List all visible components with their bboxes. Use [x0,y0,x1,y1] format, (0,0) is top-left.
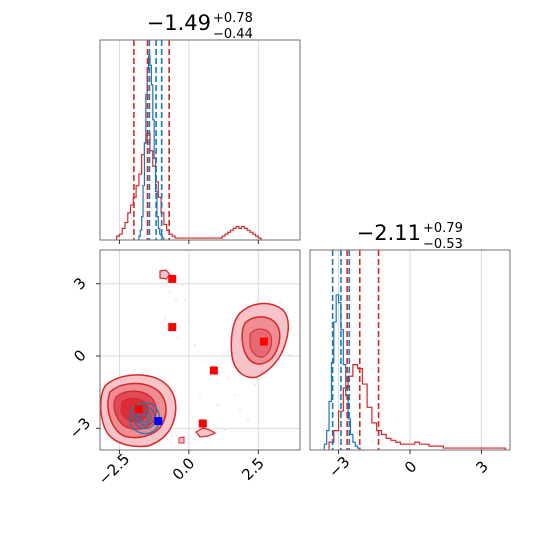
x-tick-label: 0 [401,457,420,476]
tick-marks: −2.5 0.0 2.5 3 0 −3 [66,274,268,488]
truth-marker [259,337,268,346]
y-tick-label: 3 [70,274,89,293]
title-plus: +0.78 [213,11,253,26]
quantile-lines [331,250,380,450]
grid [118,40,259,240]
density-contours [100,269,291,448]
quantile-lines [133,40,170,240]
panel-top-left-histogram: −1.49 +0.78 −0.44 [99,11,301,244]
truth-marker [134,405,143,414]
histogram-series [116,55,262,240]
x-tick-label: 2.5 [238,454,268,484]
truth-marker [209,366,218,375]
histogram-series [323,294,506,450]
truth-marker [154,417,163,426]
truth-marker [168,274,177,283]
x-tick-label: −3 [325,453,353,481]
histogram-step [323,294,361,450]
title-plus: +0.79 [423,221,463,236]
histogram-step [328,364,506,450]
x-tick-label: 0.0 [169,454,199,484]
truth-marker [168,323,177,332]
y-tick-label: −3 [66,414,94,442]
title-value: −1.49 [147,11,211,35]
histogram-step [116,132,262,240]
truth-markers [134,274,268,428]
tick-marks [118,240,259,244]
panel-title: −2.11 [357,221,421,245]
title-minus: −0.44 [213,27,253,42]
axes-frame [99,39,301,241]
panel-bottom-right-histogram: −3 0 3 −2.11 +0.79 −0.53 [309,221,511,481]
y-tick-label: 0 [70,346,89,365]
x-tick-label: −2.5 [95,450,133,488]
title-value: −2.11 [357,221,421,245]
panel-bottom-left-2d: −2.5 0.0 2.5 3 0 −3 [66,249,301,488]
truth-marker [198,419,207,428]
x-tick-label: 3 [472,457,491,476]
histogram-step [138,55,165,240]
title-minus: −0.53 [423,237,463,252]
panel-title: −1.49 [147,11,211,35]
red-contour-right [230,302,290,379]
tick-marks: −3 0 3 [325,450,492,481]
axes-frame [99,249,301,451]
red-samples [164,284,291,441]
